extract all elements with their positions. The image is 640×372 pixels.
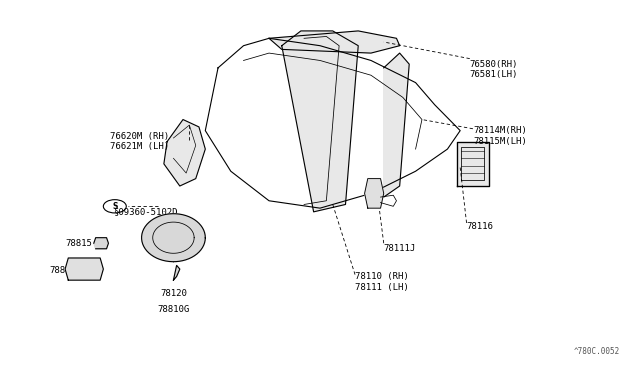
Text: 78114M(RH)
78115M(LH): 78114M(RH) 78115M(LH) [473, 126, 527, 146]
Polygon shape [164, 119, 205, 186]
Text: 76580(RH)
76581(LH): 76580(RH) 76581(LH) [470, 60, 518, 79]
Text: 78815: 78815 [65, 239, 92, 248]
Polygon shape [269, 31, 399, 53]
Polygon shape [457, 142, 489, 186]
Text: §09360-5102D: §09360-5102D [113, 207, 177, 217]
Text: 78120: 78120 [160, 289, 187, 298]
Text: 76620M (RH)
76621M (LH): 76620M (RH) 76621M (LH) [109, 132, 169, 151]
Polygon shape [282, 31, 358, 212]
Text: 78810: 78810 [49, 266, 76, 275]
Polygon shape [94, 238, 108, 249]
Text: 78111J: 78111J [384, 244, 416, 253]
Polygon shape [65, 258, 103, 280]
Text: 78810G: 78810G [157, 305, 189, 314]
Text: S: S [112, 202, 118, 211]
Polygon shape [141, 214, 205, 262]
Polygon shape [365, 179, 384, 208]
Polygon shape [384, 53, 409, 197]
Text: 78116: 78116 [467, 222, 493, 231]
Polygon shape [173, 265, 180, 280]
Text: ^780C.0052: ^780C.0052 [573, 347, 620, 356]
Text: 78110 (RH)
78111 (LH): 78110 (RH) 78111 (LH) [355, 272, 409, 292]
